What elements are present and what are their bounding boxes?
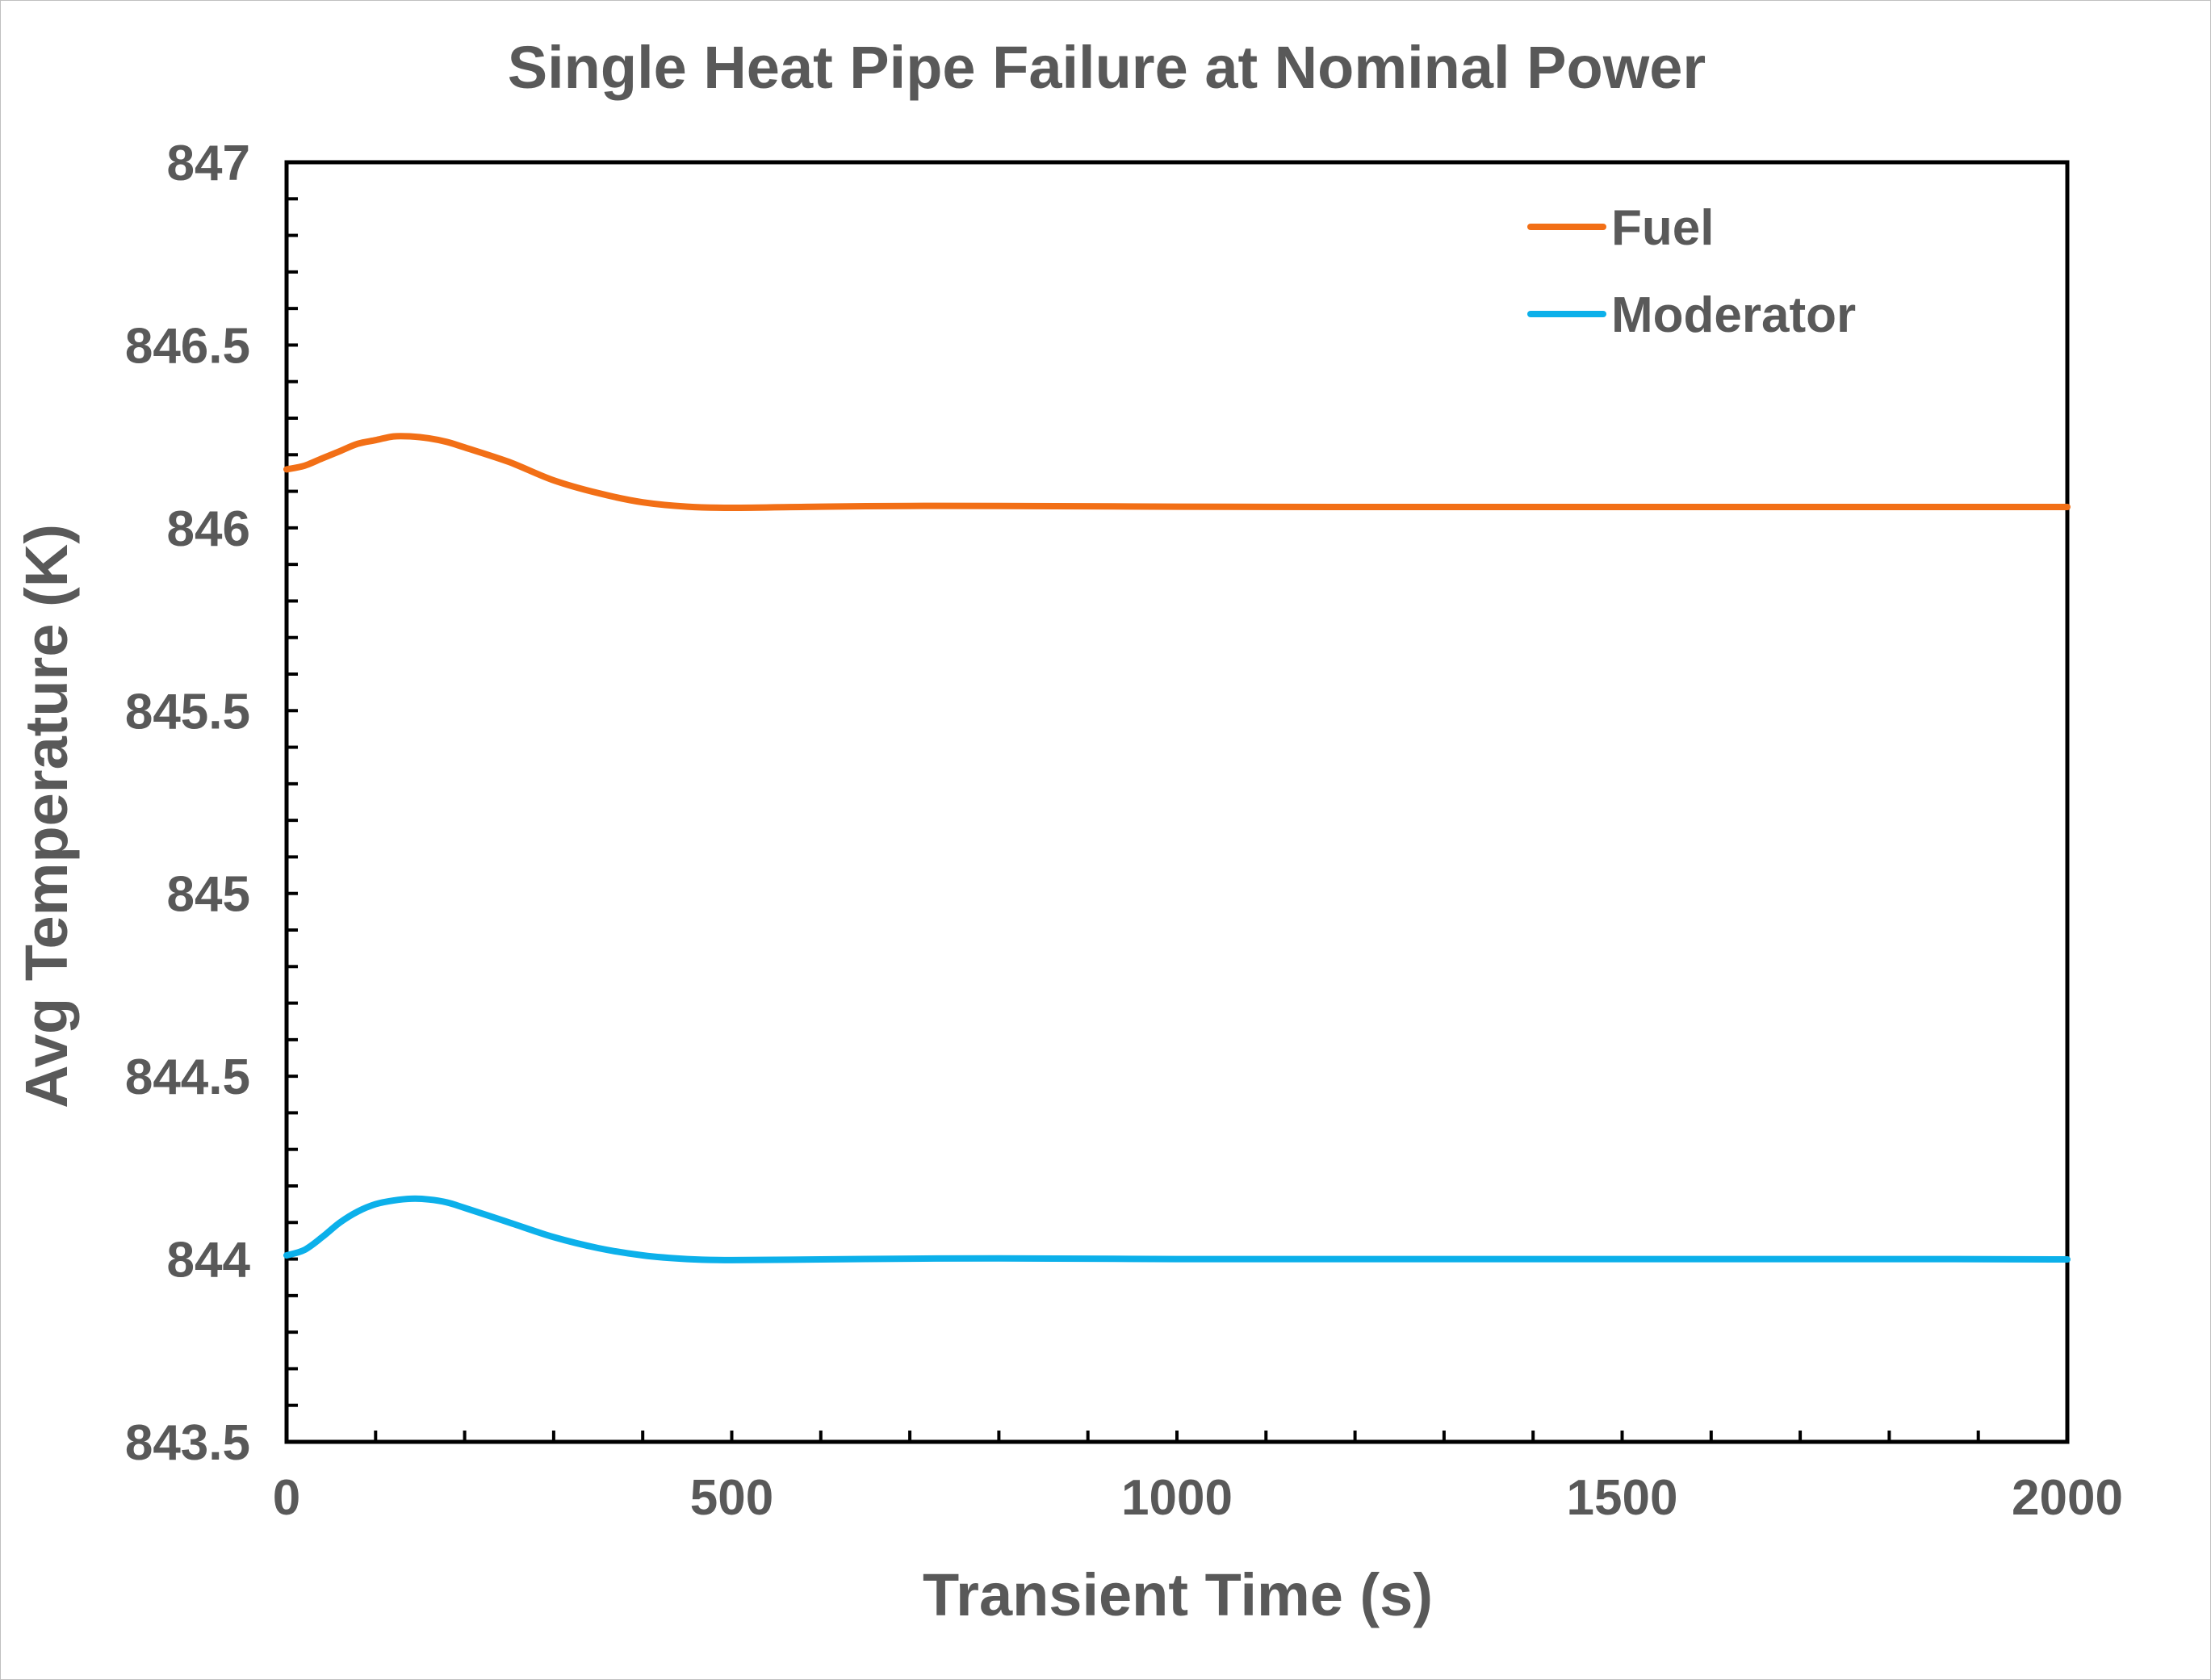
y-tick-label: 845 xyxy=(167,867,250,923)
plot-frame xyxy=(284,160,2070,1444)
y-tick-label: 844 xyxy=(167,1233,251,1288)
legend: Fuel Moderator xyxy=(1527,200,1856,343)
legend-label-fuel: Fuel xyxy=(1611,200,1714,256)
y-tick-label: 847 xyxy=(167,136,250,191)
series-line-fuel xyxy=(283,433,2071,511)
plot-area: 0 500 1000 1500 2000 843.5 844 844.5 845 845.5 846… xyxy=(125,136,2123,1526)
x-tick-label: 500 xyxy=(690,1470,773,1526)
x-axis-title: Transient Time (s) xyxy=(923,1561,1433,1628)
y-tick-label: 846 xyxy=(167,501,250,557)
y-tick-label: 846.5 xyxy=(125,318,250,374)
x-tick-label: 0 xyxy=(273,1470,300,1526)
y-tick-label: 845.5 xyxy=(125,684,250,739)
y-axis-title: Avg Temperature (K) xyxy=(13,524,80,1108)
y-tick-label: 844.5 xyxy=(125,1049,250,1105)
legend-label-moderator: Moderator xyxy=(1611,287,1856,343)
y-tick-label: 843.5 xyxy=(125,1415,250,1471)
chart-title: Single Heat Pipe Failure at Nominal Powe… xyxy=(508,34,1706,101)
series-line-moderator xyxy=(283,1195,2071,1263)
x-tick-label: 2000 xyxy=(2012,1470,2123,1526)
x-tick-label: 1500 xyxy=(1567,1470,1678,1526)
x-tick-label: 1000 xyxy=(1121,1470,1233,1526)
